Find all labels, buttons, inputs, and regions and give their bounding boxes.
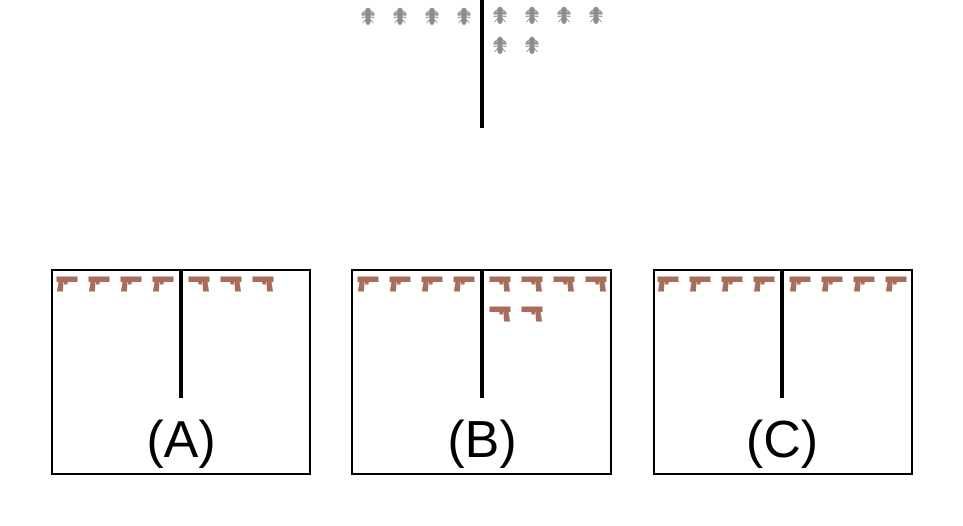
fly-icon [556,6,572,25]
option-c-right-group [789,276,907,292]
option-c-left-group [657,276,775,292]
option-b-left-group [357,276,475,292]
pistol-icon [56,276,78,292]
pistol-icon [421,276,443,292]
pistol-icon [357,276,379,292]
option-b-label: (B) [447,411,516,469]
prompt-right-group [492,6,604,54]
option-a-left-group [56,276,174,292]
option-c-label: (C) [746,411,818,469]
fly-icon [392,7,408,26]
pistol-icon [88,276,110,292]
prompt-panel [360,0,604,128]
pistol-icon [753,276,775,292]
pistol-icon [453,276,475,292]
pistol-icon [721,276,743,292]
pistol-flipped-icon [188,276,210,292]
pistol-icon [789,276,811,292]
pistol-icon [853,276,875,292]
pistol-icon [389,276,411,292]
option-a-label: (A) [146,411,215,469]
fly-icon [456,7,472,26]
fly-icon [360,7,376,26]
pistol-flipped-icon [252,276,274,292]
option-b[interactable]: (B) [351,269,612,475]
pistol-flipped-icon [521,276,543,292]
pistol-flipped-icon [489,276,511,292]
fly-icon [588,6,604,25]
option-c[interactable]: (C) [653,269,913,475]
pistol-flipped-icon [553,276,575,292]
pistol-icon [120,276,142,292]
pistol-icon [885,276,907,292]
option-b-right-group [489,276,607,322]
pistol-icon [152,276,174,292]
pistol-flipped-icon [585,276,607,292]
fly-icon [524,36,540,54]
pistol-flipped-icon [521,306,543,322]
prompt-left-group [360,7,472,26]
option-a-right-group [188,276,274,292]
fly-icon [424,7,440,26]
pistol-icon [821,276,843,292]
pistol-flipped-icon [220,276,242,292]
pistol-icon [657,276,679,292]
pistol-icon [689,276,711,292]
option-a[interactable]: (A) [51,269,311,475]
fly-icon [492,6,508,25]
pistol-flipped-icon [489,306,511,322]
fly-icon [524,6,540,25]
fly-icon [492,36,508,54]
